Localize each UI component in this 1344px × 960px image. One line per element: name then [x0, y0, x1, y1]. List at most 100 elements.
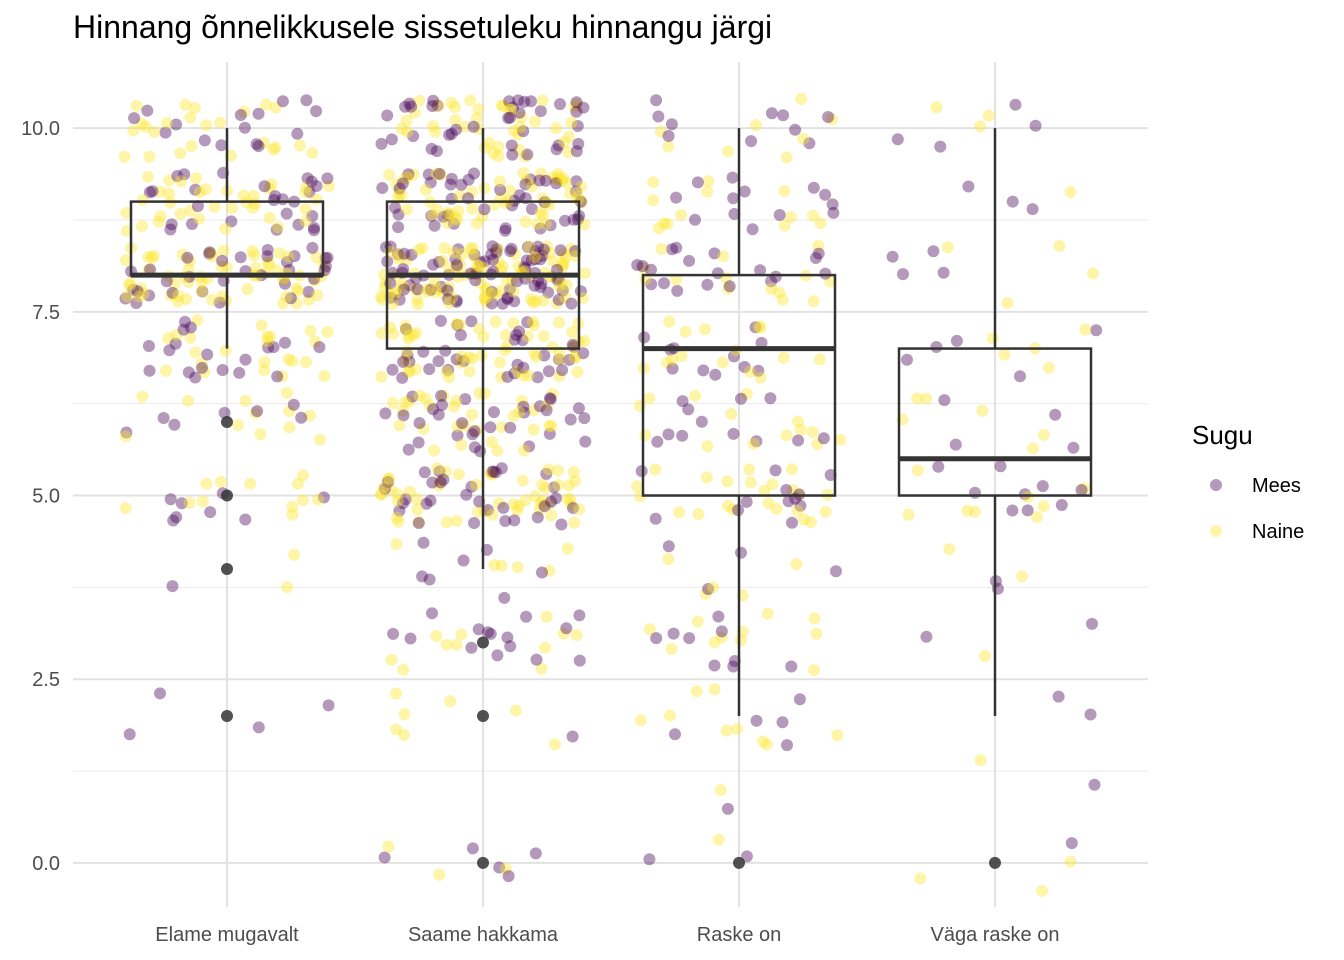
jitter-point: [244, 477, 257, 490]
jitter-point: [409, 363, 422, 376]
jitter-point: [486, 465, 499, 478]
jitter-point: [540, 404, 553, 417]
jitter-point: [478, 255, 491, 268]
jitter-point: [749, 321, 762, 334]
jitter-point: [554, 98, 566, 111]
jitter-point: [427, 94, 440, 107]
jitter-point: [545, 420, 558, 432]
jitter-point: [195, 275, 208, 288]
jitter-point: [311, 289, 324, 302]
jitter-point: [650, 632, 663, 645]
jitter-point: [932, 460, 945, 473]
jitter-point: [239, 394, 252, 407]
jitter-point: [487, 147, 500, 160]
jitter-point: [246, 201, 259, 214]
jitter-point: [572, 190, 585, 203]
jitter-point: [562, 146, 575, 159]
jitter-point: [391, 487, 404, 500]
jitter-point: [399, 396, 412, 409]
jitter-point: [1078, 482, 1091, 495]
jitter-point: [483, 136, 496, 149]
box: [641, 273, 837, 497]
jitter-point: [455, 350, 468, 363]
jitter-point: [470, 112, 483, 125]
jitter-point: [390, 723, 402, 736]
jitter-point: [436, 254, 449, 267]
jitter-point: [570, 175, 583, 188]
jitter-point: [402, 365, 415, 378]
jitter-point: [543, 247, 556, 260]
jitter-point: [569, 185, 582, 198]
jitter-point: [387, 327, 400, 340]
jitter-point: [135, 117, 148, 130]
jitter-point: [404, 632, 417, 645]
jitter-point: [565, 116, 578, 129]
jitter-point: [499, 515, 512, 527]
jitter-point: [525, 95, 537, 108]
jitter-point: [518, 95, 531, 108]
jitter-point: [518, 406, 531, 419]
jitter-point: [517, 167, 530, 180]
jitter-point: [426, 100, 439, 112]
jitter-point: [807, 295, 820, 308]
jitter-point: [544, 219, 557, 232]
jitter-point: [727, 427, 740, 440]
jitter-point: [519, 262, 532, 275]
jitter-point: [144, 263, 157, 276]
jitter-point: [196, 361, 208, 374]
jitter-point: [412, 243, 425, 256]
jitter-point: [389, 201, 401, 214]
jitter-point: [689, 389, 702, 402]
jitter-point: [265, 178, 278, 191]
jitter-point: [778, 184, 791, 197]
jitter-point: [969, 505, 981, 518]
jitter-point: [974, 120, 987, 133]
jitter-point: [433, 479, 445, 492]
jitter-point: [773, 209, 786, 221]
jitter-point: [691, 176, 704, 189]
jitter-point: [288, 548, 301, 561]
jitter-point: [442, 363, 455, 376]
jitter-point: [198, 366, 211, 379]
jitter-point: [295, 411, 308, 424]
jitter-point: [440, 365, 453, 378]
jitter-point: [901, 353, 913, 366]
jitter-point: [738, 185, 751, 198]
jitter-point: [304, 409, 317, 422]
jitter-point: [1052, 690, 1065, 703]
jitter-point: [160, 364, 172, 377]
jitter-point: [425, 142, 438, 155]
jitter-point: [827, 206, 840, 219]
jitter-point: [563, 353, 576, 366]
jitter-point: [695, 415, 708, 428]
jitter-point: [225, 215, 238, 228]
jitter-point: [139, 120, 152, 133]
jitter-point: [437, 389, 450, 402]
jitter-point: [542, 286, 555, 299]
jitter-point: [463, 351, 476, 364]
jitter-point: [499, 224, 512, 237]
jitter-point: [530, 653, 543, 666]
jitter-point: [214, 475, 227, 488]
legend-key: [1210, 479, 1222, 491]
jitter-point: [577, 347, 590, 360]
jitter-point: [812, 247, 825, 260]
jitter-point: [168, 278, 181, 291]
jitter-point: [455, 439, 468, 452]
jitter-point: [643, 853, 656, 866]
jitter-point: [261, 250, 274, 263]
jitter-point: [375, 488, 388, 501]
jitter-point: [752, 364, 765, 377]
jitter-point: [531, 249, 544, 261]
jitter-point: [450, 638, 463, 651]
jitter-point: [288, 250, 301, 263]
jitter-point: [542, 463, 555, 476]
jitter-point: [1067, 441, 1080, 454]
jitter-point: [431, 462, 444, 475]
jitter-point: [675, 209, 687, 221]
jitter-point: [651, 435, 664, 448]
jitter-point: [555, 174, 568, 187]
jitter-point: [286, 508, 299, 521]
jitter-point: [400, 323, 412, 336]
jitter-point: [937, 266, 950, 279]
